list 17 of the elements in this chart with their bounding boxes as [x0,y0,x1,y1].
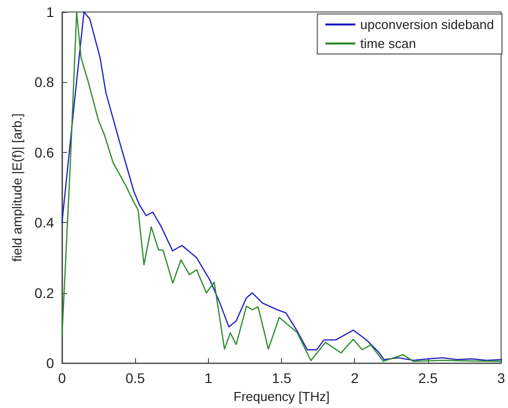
x-tick-label: 2.5 [418,370,438,386]
y-tick-label: 0 [46,355,54,372]
y-tick-label: 0.4 [34,214,54,231]
x-tick-label: 0.5 [125,370,146,386]
x-tick-label: 0 [58,370,66,386]
x-tick-label: 1 [204,370,212,386]
y-tick-label: 1 [46,4,54,20]
legend-label: upconversion sideband [360,17,494,32]
y-axis-title: field amplitude |E(f)| [arb.] [10,113,25,262]
x-tick-label: 3 [497,370,506,386]
y-tick-label: 0.6 [34,144,54,160]
y-tick-label: 0.8 [34,74,54,90]
x-axis-title: Frequency [THz] [234,389,330,404]
x-tick-label: 2 [350,370,359,386]
legend-label: time scan [360,36,416,51]
x-tick-label: 1.5 [272,370,292,386]
y-tick-label: 0.2 [34,284,54,301]
